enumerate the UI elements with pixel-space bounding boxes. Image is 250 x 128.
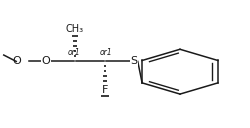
Text: or1: or1 [100,48,112,57]
Text: or1: or1 [68,48,80,57]
Text: F: F [102,85,108,95]
Text: S: S [130,56,137,66]
Text: O: O [42,56,50,66]
Text: O: O [12,56,21,66]
Text: CH₃: CH₃ [66,24,84,34]
